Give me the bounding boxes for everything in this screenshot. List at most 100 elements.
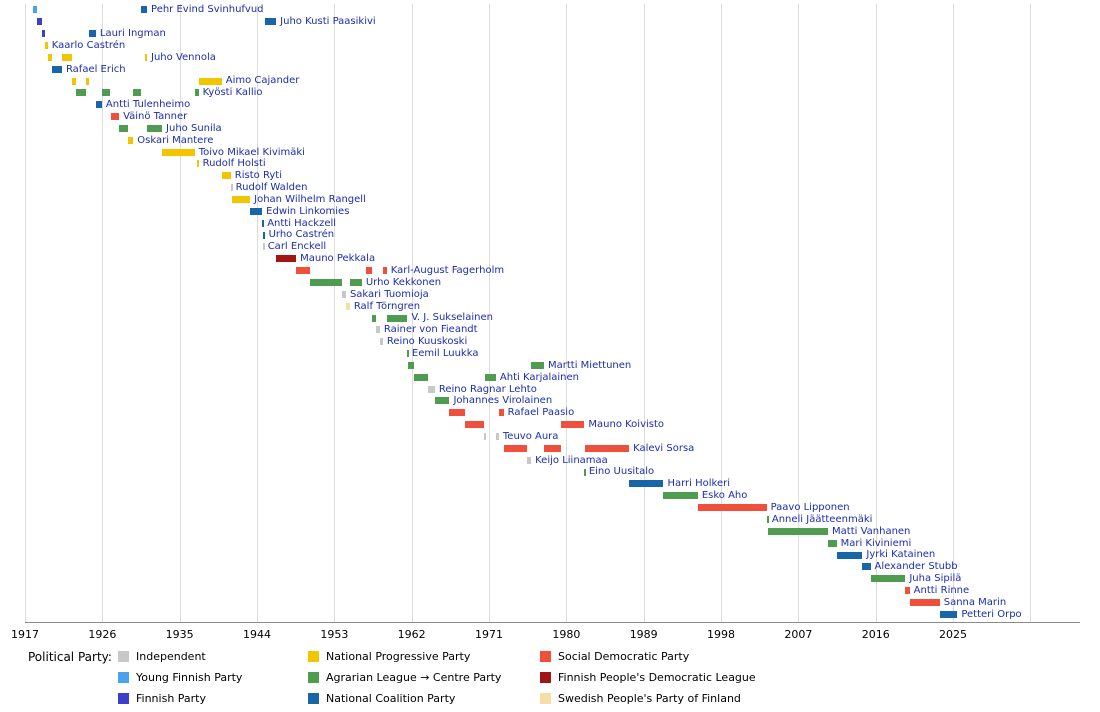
axis-tick-label: 1971	[475, 628, 504, 641]
pm-name-label[interactable]: Rudolf Holsti	[202, 158, 266, 170]
legend-label: Social Democratic Party	[558, 650, 690, 663]
axis-tick-label: 1917	[11, 628, 39, 641]
pm-name-label[interactable]: V. J. Sukselainen	[411, 312, 493, 324]
pm-name-label[interactable]: Kaarlo Castrén	[51, 39, 126, 51]
pm-name-label[interactable]: Juha Sipilä	[909, 573, 962, 585]
pm-name-label[interactable]: Väinö Tanner	[123, 110, 188, 122]
term-bar	[382, 267, 387, 275]
pm-name-label[interactable]: Lauri Ingman	[99, 28, 166, 39]
pm-name-label[interactable]: Mari Kiviniemi	[840, 537, 912, 549]
pm-name-label[interactable]: Oskari Mantere	[137, 134, 214, 146]
pm-name-label[interactable]: Carl Enckell	[267, 241, 327, 253]
pm-name-label[interactable]: Juho Kusti Paasikivi	[280, 16, 376, 28]
term-bar	[498, 409, 504, 417]
term-bar	[71, 77, 76, 85]
term-bar	[434, 397, 450, 405]
pm-name-label[interactable]: Alexander Stubb	[874, 561, 958, 573]
pm-name-label[interactable]: Keijo Liinamaa	[535, 454, 608, 466]
pm-name-label[interactable]: Mauno Pekkala	[300, 253, 376, 265]
term-bar	[345, 302, 350, 310]
term-bar	[379, 338, 383, 346]
term-bar	[310, 278, 343, 286]
pm-name-label[interactable]: Reino Ragnar Lehto	[438, 383, 537, 395]
term-bar	[230, 184, 233, 192]
pm-name-label[interactable]: Toivo Mikael Kivimäki	[198, 146, 305, 158]
term-bar	[561, 421, 585, 429]
pm-name-label[interactable]: Urho Kekkonen	[365, 276, 442, 288]
pm-name-label[interactable]: Harri Holkeri	[667, 478, 730, 490]
legend-swatch-icon	[118, 693, 129, 704]
pm-name-label[interactable]: Teuvo Aura	[502, 430, 559, 442]
pm-name-label[interactable]: Edwin Linkomies	[266, 205, 350, 217]
pm-name-label[interactable]: Eemil Luukka	[411, 347, 479, 359]
term-bar	[697, 504, 767, 512]
gridline	[489, 4, 491, 622]
axis-tick-label: 2025	[939, 628, 968, 641]
pm-name-label[interactable]: Urho Castrén	[268, 229, 335, 241]
pm-name-label[interactable]: Juho Sunila	[166, 122, 222, 134]
term-bar	[52, 65, 62, 73]
pm-name-label[interactable]: Rudolf Walden	[235, 182, 308, 194]
pm-name-label[interactable]: Sakari Tuomioja	[349, 288, 429, 300]
legend-item: Finnish Party	[118, 692, 206, 705]
pm-name-label[interactable]: Juho Vennola	[151, 51, 216, 63]
term-bar	[767, 527, 828, 535]
axis-tick-label: 1953	[320, 628, 349, 641]
pm-name-label[interactable]: Johannes Virolainen	[453, 395, 553, 407]
term-bar	[196, 160, 199, 168]
pm-name-label[interactable]: Antti Rinne	[913, 584, 970, 596]
pm-name-label[interactable]: Mauno Koivisto	[588, 419, 665, 431]
pm-name-label[interactable]: Esko Aho	[701, 490, 748, 502]
pm-name-label[interactable]: Kalevi Sorsa	[633, 442, 695, 454]
term-bar	[342, 290, 346, 298]
legend-item: National Progressive Party	[308, 650, 470, 663]
pm-name-label[interactable]: Matti Vanhanen	[832, 525, 911, 537]
term-bar	[527, 456, 532, 464]
pm-name-label[interactable]: Rainer von Fieandt	[383, 324, 478, 336]
term-bar	[386, 314, 408, 322]
term-bar	[909, 598, 940, 606]
term-bar	[376, 326, 380, 334]
term-bar	[61, 53, 72, 61]
pm-name-label[interactable]: Kyösti Kallio	[202, 87, 263, 99]
gridline	[102, 4, 104, 622]
term-bar	[44, 41, 48, 49]
pm-name-label[interactable]: Petteri Orpo	[961, 608, 1022, 620]
pm-name-label[interactable]: Paavo Lipponen	[770, 502, 850, 513]
term-bar	[428, 385, 435, 393]
pm-name-label[interactable]: Rafael Paasio	[507, 407, 575, 419]
term-bar	[372, 314, 377, 322]
term-bar	[828, 539, 837, 547]
term-bar	[47, 53, 53, 61]
pm-name-label[interactable]: Ralf Törngren	[353, 300, 421, 312]
pm-name-label[interactable]: Anneli Jäätteenmäki	[771, 513, 873, 525]
gridline	[257, 4, 258, 622]
term-bar	[296, 267, 311, 275]
legend-swatch-icon	[540, 693, 551, 704]
axis-tick-label: 1989	[629, 628, 658, 641]
legend-swatch-icon	[308, 693, 319, 704]
pm-name-label[interactable]: Sanna Marin	[943, 596, 1007, 608]
gridline	[25, 4, 26, 622]
pm-name-label[interactable]: Antti Tulenheimo	[105, 99, 191, 111]
pm-name-label[interactable]: Reino Kuuskoski	[386, 336, 468, 348]
legend-item: Swedish People's Party of Finland	[540, 692, 741, 705]
pm-name-label[interactable]: Risto Ryti	[234, 170, 282, 182]
pm-name-label[interactable]: Martti Miettunen	[548, 359, 632, 371]
pm-name-label[interactable]: Johan Wilhelm Rangell	[254, 193, 366, 205]
pm-name-label[interactable]: Aimo Cajander	[225, 75, 300, 87]
pm-name-label[interactable]: Rafael Erich	[65, 63, 126, 75]
pm-name-label[interactable]: Pehr Evind Svinhufvud	[151, 4, 264, 16]
term-bar	[449, 409, 465, 417]
pm-name-label[interactable]: Antti Hackzell	[267, 217, 337, 229]
pm-name-label[interactable]: Karl-August Fagerholm	[390, 265, 505, 276]
pm-name-label[interactable]: Ahti Karjalainen	[499, 371, 579, 383]
term-bar	[32, 6, 38, 14]
term-bar	[414, 373, 429, 381]
term-bar	[147, 124, 163, 132]
pm-name-label[interactable]: Jyrki Katainen	[866, 549, 936, 561]
pm-name-label[interactable]: Eino Uusitalo	[588, 466, 655, 478]
legend-item: Agrarian League → Centre Party	[308, 671, 501, 684]
term-bar	[141, 6, 147, 14]
term-bar	[503, 444, 528, 452]
